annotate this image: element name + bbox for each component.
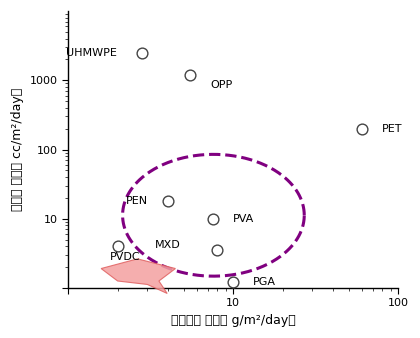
- Point: [114, 244, 121, 249]
- X-axis label: （수증기 투과도 g/m²/day）: （수증기 투과도 g/m²/day）: [171, 314, 296, 327]
- Point: [187, 72, 194, 77]
- Polygon shape: [101, 259, 176, 293]
- Point: [209, 216, 216, 221]
- Text: PET: PET: [381, 124, 402, 134]
- Point: [164, 198, 171, 204]
- Text: PVA: PVA: [232, 214, 254, 224]
- Point: [358, 126, 365, 131]
- Point: [230, 280, 236, 285]
- Text: PVDC: PVDC: [110, 252, 140, 262]
- Text: PEN: PEN: [126, 196, 148, 206]
- Text: MXD: MXD: [155, 240, 180, 250]
- Text: OPP: OPP: [210, 80, 232, 90]
- Point: [139, 50, 145, 55]
- Text: PGA: PGA: [253, 277, 276, 287]
- Y-axis label: （산소 투과도 cc/m²/day）: （산소 투과도 cc/m²/day）: [11, 88, 24, 211]
- Point: [214, 247, 220, 253]
- Text: UHMWPE: UHMWPE: [66, 48, 117, 58]
